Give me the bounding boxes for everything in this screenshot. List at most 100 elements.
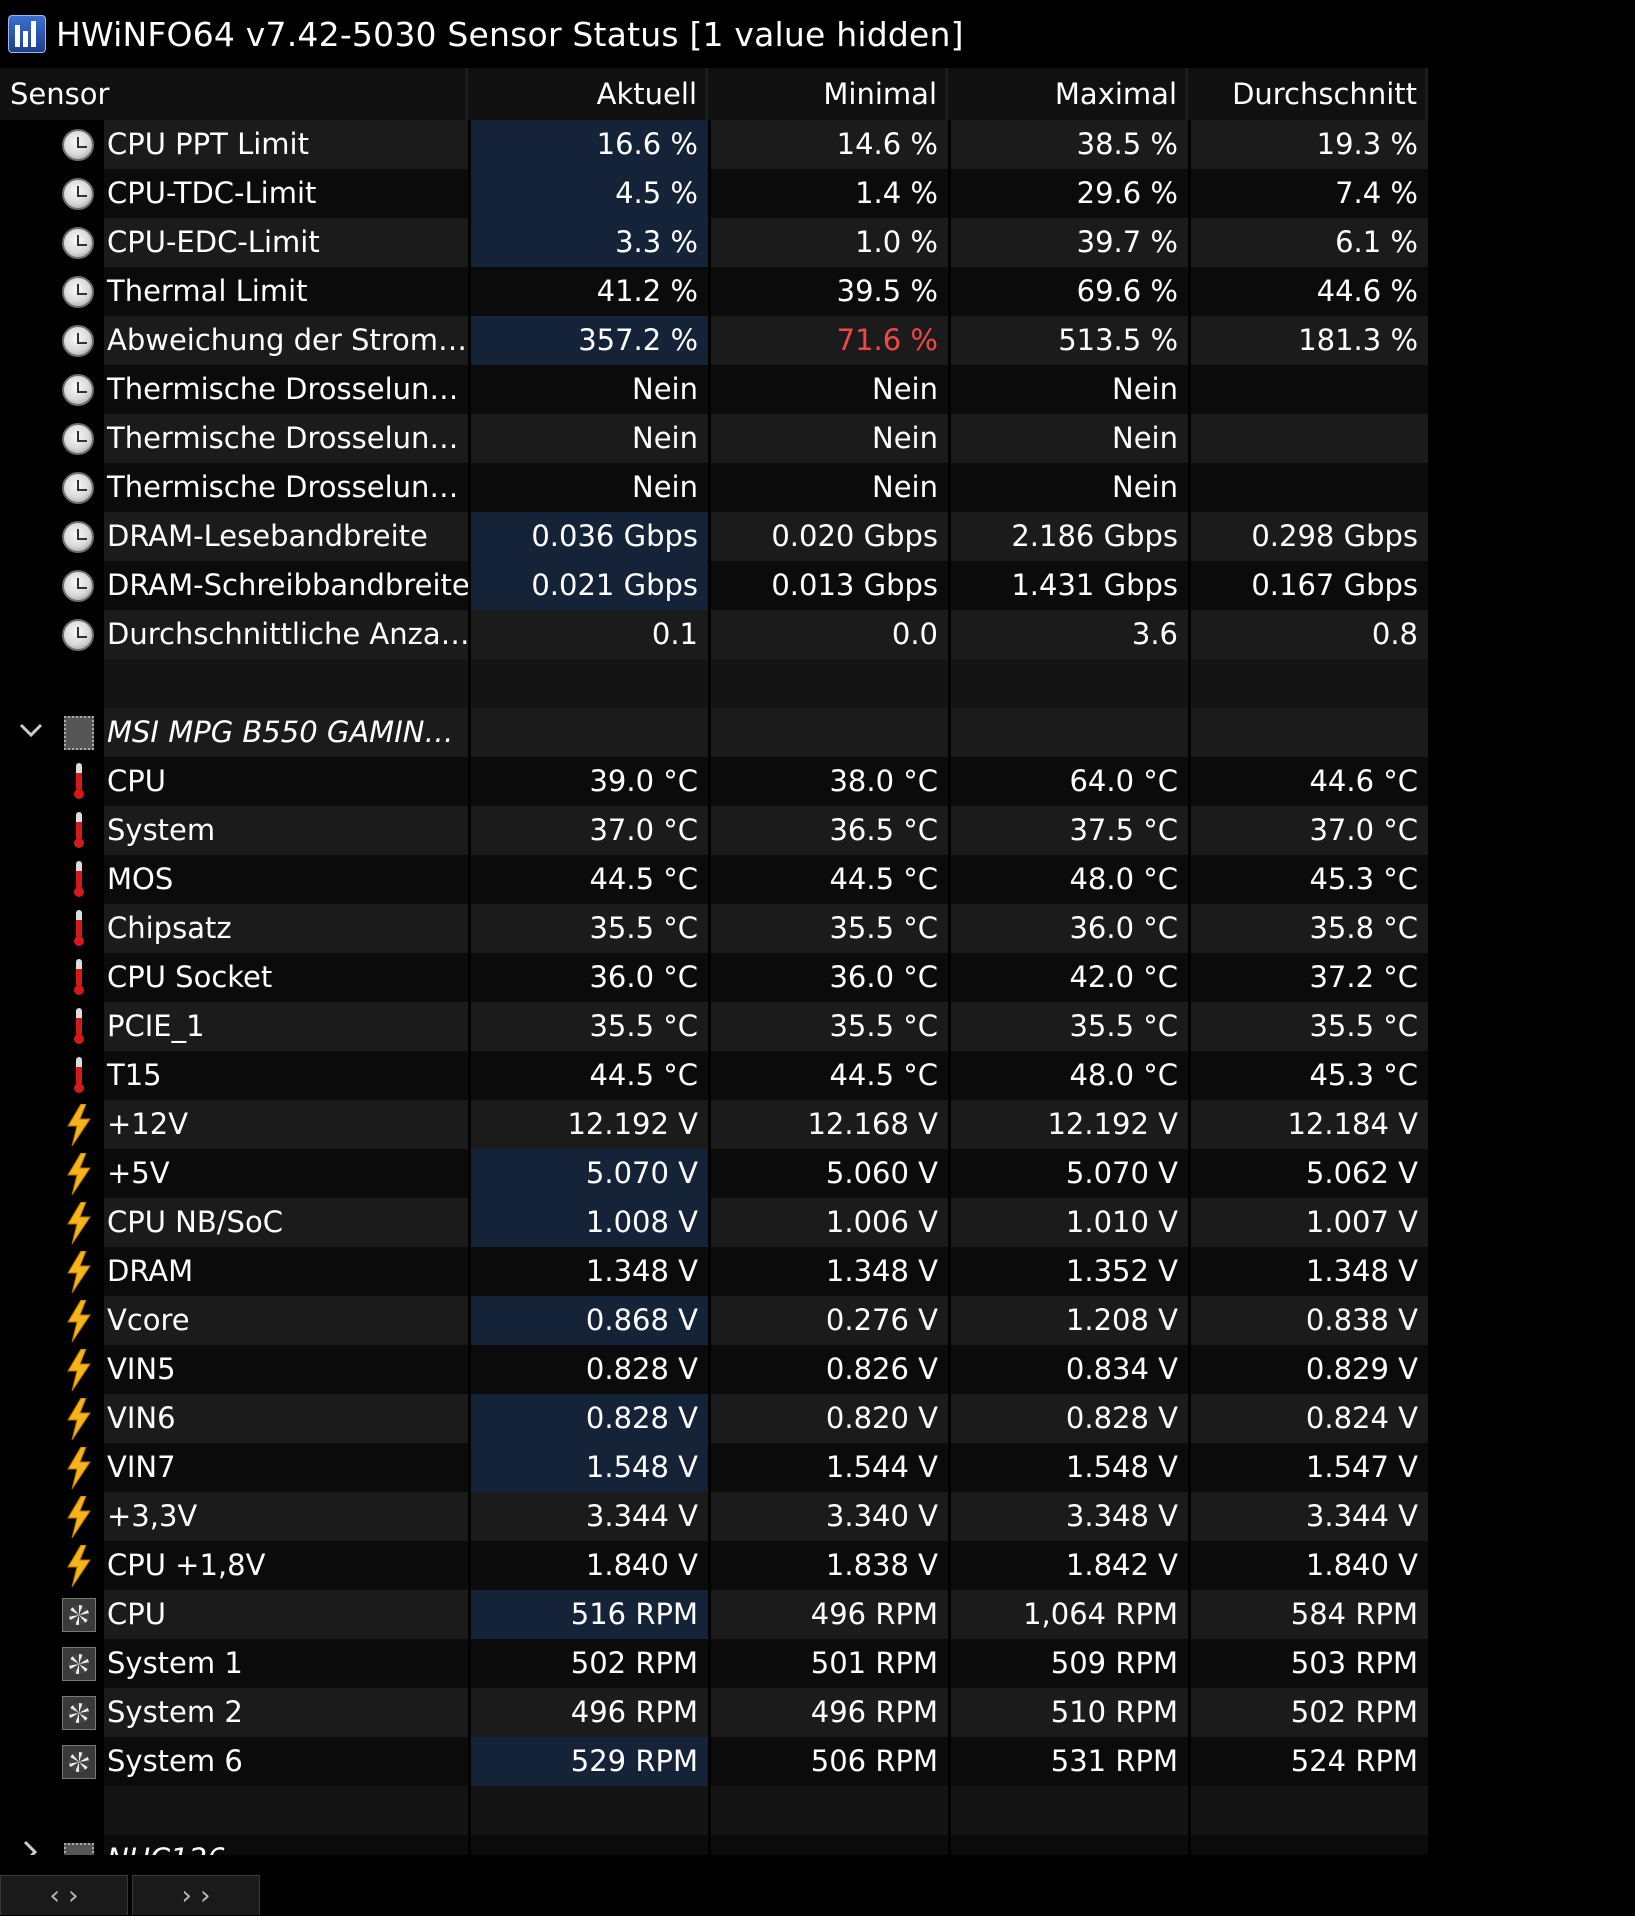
sensor-row[interactable]: CPU Socket 36.0 °C 36.0 °C 42.0 °C 37.2 °C [0,953,1430,1002]
value-minimum: 1.4 % [708,169,948,218]
sensor-row[interactable]: Thermische Drosselun… Nein Nein Nein [0,414,1430,463]
value-average: 44.6 % [1188,267,1428,316]
sensor-name: Abweichung der Strom… [104,316,468,365]
sensor-row[interactable]: +3,3V 3.344 V 3.340 V 3.348 V 3.344 V [0,1492,1430,1541]
value-current: 36.0 °C [468,953,708,1002]
sensor-row[interactable]: CPU NB/SoC 1.008 V 1.006 V 1.010 V 1.007 V [0,1198,1430,1247]
sensor-name: CPU +1,8V [104,1541,468,1590]
column-header-minimum[interactable]: Minimal [708,68,948,120]
value-maximum: 3.6 [948,610,1188,659]
value-current: Nein [468,414,708,463]
sensor-row[interactable]: Durchschnittliche Anza… 0.1 0.0 3.6 0.8 [0,610,1430,659]
value-average [1188,414,1428,463]
column-header-current[interactable]: Aktuell [468,68,708,120]
value-current: 44.5 °C [468,1051,708,1100]
sensor-row[interactable]: CPU 39.0 °C 38.0 °C 64.0 °C 44.6 °C [0,757,1430,806]
sensor-row[interactable]: VIN7 1.548 V 1.544 V 1.548 V 1.547 V [0,1443,1430,1492]
value-minimum: 0.826 V [708,1345,948,1394]
sensor-group-name: MSI MPG B550 GAMIN… [104,708,468,757]
sensor-row[interactable]: DRAM 1.348 V 1.348 V 1.352 V 1.348 V [0,1247,1430,1296]
sensor-row[interactable]: System 1 502 RPM 501 RPM 509 RPM 503 RPM [0,1639,1430,1688]
gauge-icon [62,521,94,553]
value-average: 37.2 °C [1188,953,1428,1002]
value-maximum: 2.186 Gbps [948,512,1188,561]
sensor-name: DRAM-Lesebandbreite [104,512,468,561]
sensor-name: Thermische Drosselun… [104,463,468,512]
column-header-sensor[interactable]: Sensor [0,68,468,120]
sensor-row[interactable]: MOS 44.5 °C 44.5 °C 48.0 °C 45.3 °C [0,855,1430,904]
sensor-name: System 2 [104,1688,468,1737]
sensor-row[interactable]: Thermal Limit 41.2 % 39.5 % 69.6 % 44.6 % [0,267,1430,316]
value-average: 1.547 V [1188,1443,1428,1492]
sensor-row[interactable]: CPU 516 RPM 496 RPM 1,064 RPM 584 RPM [0,1590,1430,1639]
sensor-name: CPU Socket [104,953,468,1002]
value-maximum: 12.192 V [948,1100,1188,1149]
column-header-average[interactable]: Durchschnitt [1188,68,1428,120]
sensor-row[interactable]: Abweichung der Strom… 357.2 % 71.6 % 513.5 … [0,316,1430,365]
sensor-name: CPU-EDC-Limit [104,218,468,267]
value-current: 1.548 V [468,1443,708,1492]
value-average: 0.8 [1188,610,1428,659]
value-minimum: 0.013 Gbps [708,561,948,610]
value-minimum: 44.5 °C [708,1051,948,1100]
value-maximum: 1.431 Gbps [948,561,1188,610]
chip-icon [64,1843,94,1855]
sensor-row[interactable]: Chipsatz 35.5 °C 35.5 °C 36.0 °C 35.8 °C [0,904,1430,953]
value-current: 0.868 V [468,1296,708,1345]
sensor-name: Chipsatz [104,904,468,953]
value-minimum: 1.838 V [708,1541,948,1590]
value-maximum: 48.0 °C [948,855,1188,904]
sensor-row[interactable]: PCIE_1 35.5 °C 35.5 °C 35.5 °C 35.5 °C [0,1002,1430,1051]
sensor-row[interactable]: System 37.0 °C 36.5 °C 37.5 °C 37.0 °C [0,806,1430,855]
sensor-row[interactable]: CPU-EDC-Limit 3.3 % 1.0 % 39.7 % 6.1 % [0,218,1430,267]
sensor-row[interactable]: +5V 5.070 V 5.060 V 5.070 V 5.062 V [0,1149,1430,1198]
sensor-name: CPU PPT Limit [104,120,468,169]
sensor-row[interactable]: CPU +1,8V 1.840 V 1.838 V 1.842 V 1.840 V [0,1541,1430,1590]
sensor-row[interactable]: System 2 496 RPM 496 RPM 510 RPM 502 RPM [0,1688,1430,1737]
sensor-row[interactable]: Thermische Drosselun… Nein Nein Nein [0,365,1430,414]
value-current: 12.192 V [468,1100,708,1149]
value-maximum: 35.5 °C [948,1002,1188,1051]
value-minimum: 506 RPM [708,1737,948,1786]
previous-page-button[interactable]: ‹ › [0,1875,128,1915]
sensor-row[interactable]: CPU PPT Limit 16.6 % 14.6 % 38.5 % 19.3 % [0,120,1430,169]
sensor-row[interactable]: Thermische Drosselun… Nein Nein Nein [0,463,1430,512]
value-minimum: 3.340 V [708,1492,948,1541]
value-maximum: 69.6 % [948,267,1188,316]
sensor-group-header[interactable]: NUC126 [0,1835,1430,1855]
value-current: 357.2 % [468,316,708,365]
value-average: 0.838 V [1188,1296,1428,1345]
sensor-group-header[interactable]: MSI MPG B550 GAMIN… [0,708,1430,757]
value-maximum: 5.070 V [948,1149,1188,1198]
lightning-bolt-icon [66,1201,92,1245]
value-current: 0.021 Gbps [468,561,708,610]
value-maximum: 1.352 V [948,1247,1188,1296]
value-minimum: Nein [708,463,948,512]
sensor-row[interactable]: +12V 12.192 V 12.168 V 12.192 V 12.184 V [0,1100,1430,1149]
chevron-right-icon[interactable] [20,1839,40,1855]
sensor-row[interactable]: VIN5 0.828 V 0.826 V 0.834 V 0.829 V [0,1345,1430,1394]
lightning-bolt-icon [66,1299,92,1343]
sensor-row[interactable]: System 6 529 RPM 506 RPM 531 RPM 524 RPM [0,1737,1430,1786]
column-header-maximum[interactable]: Maximal [948,68,1188,120]
value-average: 19.3 % [1188,120,1428,169]
sensor-name: Durchschnittliche Anza… [104,610,468,659]
sensor-row[interactable]: CPU-TDC-Limit 4.5 % 1.4 % 29.6 % 7.4 % [0,169,1430,218]
bottom-toolbar: ‹ › › › [0,1855,1635,1915]
value-current: 39.0 °C [468,757,708,806]
sensor-row[interactable]: DRAM-Lesebandbreite 0.036 Gbps 0.020 Gbps 2… [0,512,1430,561]
value-minimum: 0.276 V [708,1296,948,1345]
sensor-row[interactable]: DRAM-Schreibbandbreite 0.021 Gbps 0.013 Gb… [0,561,1430,610]
value-maximum: 1,064 RPM [948,1590,1188,1639]
fan-icon [62,1598,96,1632]
column-header: Sensor Aktuell Minimal Maximal Durchschn… [0,68,1635,120]
sensor-name: System [104,806,468,855]
next-page-button[interactable]: › › [132,1875,260,1915]
sensor-row[interactable]: Vcore 0.868 V 0.276 V 1.208 V 0.838 V [0,1296,1430,1345]
sensor-row[interactable]: VIN6 0.828 V 0.820 V 0.828 V 0.824 V [0,1394,1430,1443]
sensor-row[interactable]: T15 44.5 °C 44.5 °C 48.0 °C 45.3 °C [0,1051,1430,1100]
next-page-label: › › [181,1881,211,1911]
chevron-down-icon[interactable] [18,720,44,740]
value-current: 0.1 [468,610,708,659]
value-maximum: 1.208 V [948,1296,1188,1345]
